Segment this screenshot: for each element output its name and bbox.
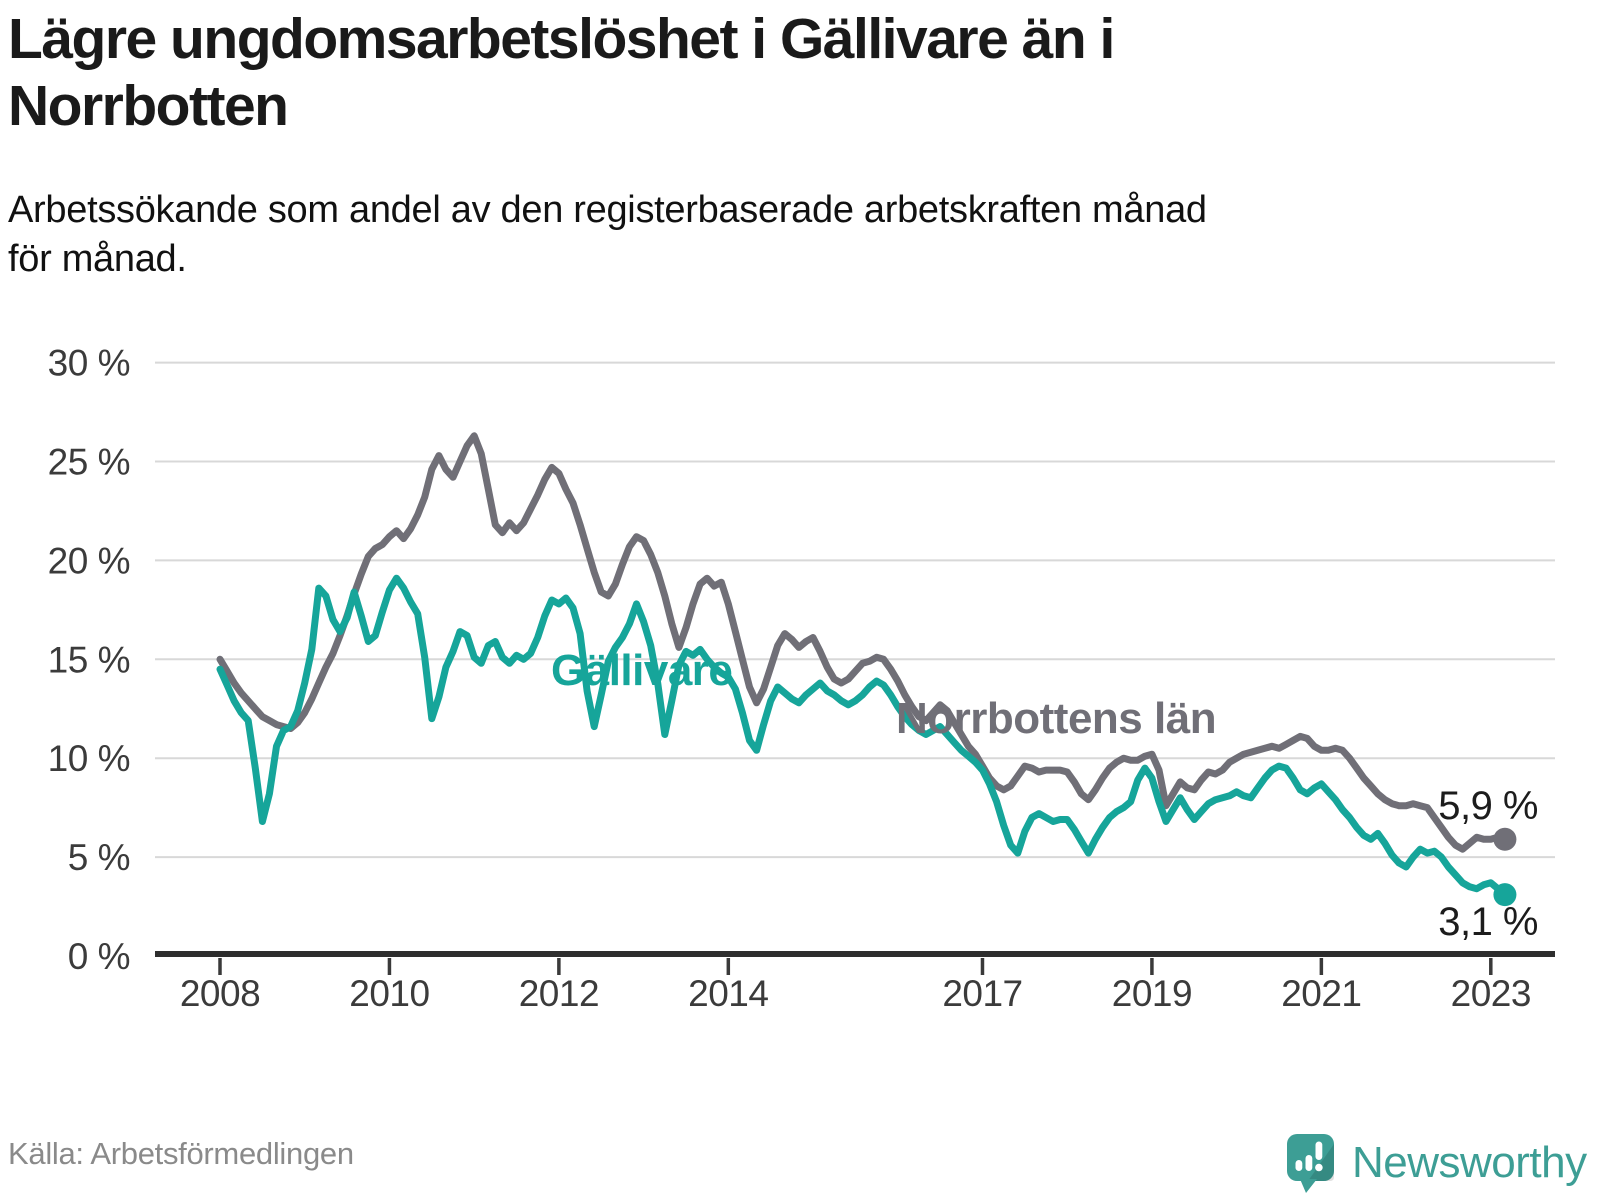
y-tick-label-5: 5 % <box>68 837 130 878</box>
chart-subtitle: Arbetssökande som andel av den registerb… <box>8 189 1207 281</box>
logo-exclamation-dot <box>1315 1163 1323 1172</box>
x-tick-label-2019: 2019 <box>1112 973 1192 1014</box>
line-gallivare <box>216 574 1509 899</box>
newsworthy-logo: Newsworthy <box>1286 1130 1587 1196</box>
x-tick-label-2012: 2012 <box>519 973 599 1014</box>
end-dot-norrbotten <box>1493 827 1517 851</box>
end-dot-gallivare <box>1493 883 1517 907</box>
series-label-gallivare: Gällivare <box>551 646 733 695</box>
logo-exclamation-bar <box>1315 1141 1323 1160</box>
end-value-label-norrbotten: 5,9 % <box>1438 784 1538 828</box>
x-axis: 2008 2010 2012 2014 2017 2019 2021 2023 <box>155 951 1555 1014</box>
y-tick-label-0: 0 % <box>68 936 130 977</box>
y-tick-label-10: 10 % <box>48 738 130 779</box>
logo-fold-shade <box>1308 1144 1334 1181</box>
x-tick-label-2023: 2023 <box>1451 973 1531 1014</box>
y-tick-label-20: 20 % <box>48 540 130 581</box>
x-tick-label-2021: 2021 <box>1281 973 1361 1014</box>
logo-bubble-tail <box>1300 1179 1317 1193</box>
y-tick-label-15: 15 % <box>48 639 130 680</box>
y-tick-label-25: 25 % <box>48 442 130 483</box>
end-value-label-gallivare: 3,1 % <box>1438 900 1538 944</box>
line-norrbotten <box>216 432 1509 853</box>
logo-bar-medium <box>1305 1155 1313 1171</box>
x-tick-label-2014: 2014 <box>688 973 768 1014</box>
end-point-dots <box>1493 827 1517 907</box>
x-tick-label-2010: 2010 <box>349 973 429 1014</box>
x-tick-label-2017: 2017 <box>942 973 1022 1014</box>
gridlines: 30 % 25 % 20 % 15 % 10 % 5 % 0 % <box>48 343 1555 977</box>
source-note: Källa: Arbetsförmedlingen <box>8 1136 354 1171</box>
series-label-norrbotten: Norrbottens län <box>896 694 1217 743</box>
newsworthy-icon <box>1287 1134 1334 1193</box>
logo-bar-small <box>1295 1160 1303 1171</box>
y-tick-label-30: 30 % <box>48 343 130 384</box>
page-title: Lägre ungdomsarbetslöshet i Gällivare än… <box>8 7 1115 138</box>
newsworthy-wordmark: Newsworthy <box>1352 1138 1587 1187</box>
x-tick-label-2008: 2008 <box>180 973 260 1014</box>
data-series <box>216 432 1509 899</box>
